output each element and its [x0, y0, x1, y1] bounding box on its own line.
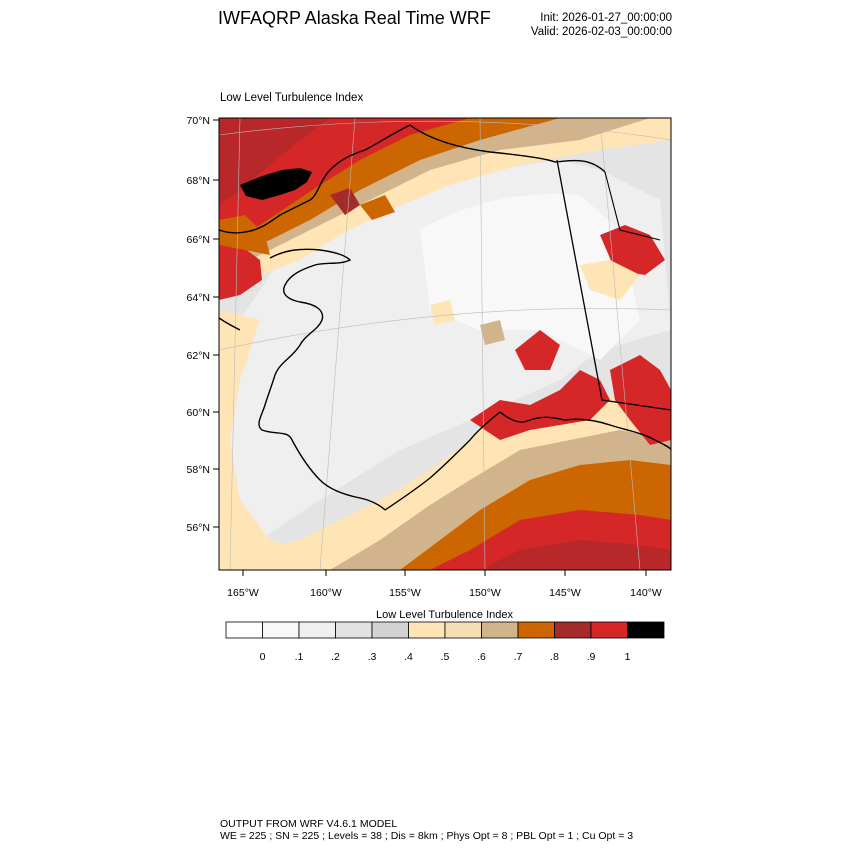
lon-label-150: 150°W	[469, 587, 501, 599]
colorbar-box	[225, 621, 263, 639]
turbulence-field	[219, 118, 671, 570]
lon-label-140: 140°W	[630, 587, 662, 599]
colorbar-labels: 0 .1 .2 .3 .4 .5 .6 .7 .8 .9 1	[260, 651, 631, 663]
lat-label-70: 70°N	[187, 115, 210, 127]
field-black-max	[240, 168, 312, 200]
colorbar-label: .3	[368, 651, 377, 663]
colorbar-box	[481, 621, 519, 639]
lat-label-68: 68°N	[187, 175, 210, 187]
panel-title: Low Level Turbulence Index	[220, 92, 364, 104]
border-line	[556, 159, 672, 411]
field-range-red-2	[515, 330, 560, 370]
lat-label-62: 62°N	[187, 350, 210, 362]
colorbar-label: 1	[625, 651, 631, 663]
graticule	[219, 118, 671, 570]
field-yukon-peach	[580, 260, 640, 300]
colorbar-label: .4	[404, 651, 413, 663]
coast-yukon	[604, 171, 661, 241]
valid-time: Valid: 2026-02-03_00:00:00	[530, 26, 672, 38]
field-west-red	[219, 240, 262, 300]
field-east-red	[610, 355, 671, 445]
colorbar-box	[262, 621, 300, 639]
lat-label-66: 66°N	[187, 234, 210, 246]
colorbar-label: .8	[550, 651, 559, 663]
map-figure: 70°N 68°N 66°N 64°N 62°N 60°N 58°N 56°N …	[187, 115, 672, 663]
colorbar-label: .9	[587, 651, 596, 663]
field-interior-lighter	[420, 193, 640, 360]
colorbar-box	[554, 621, 592, 639]
field-speckle-4	[480, 320, 505, 345]
colorbar-label: .2	[331, 651, 340, 663]
colorbar-box	[590, 621, 628, 639]
field-west-orange	[219, 215, 270, 255]
colorbar-box	[444, 621, 482, 639]
field-speckle-1	[330, 188, 360, 215]
lat-label-64: 64°N	[187, 292, 210, 304]
map-frame	[218, 117, 672, 571]
lon-label-145: 145°W	[549, 587, 581, 599]
colorbar-label: .5	[441, 651, 450, 663]
lat-label-56: 56°N	[187, 522, 210, 534]
colorbar-label: .7	[514, 651, 523, 663]
lon-axis: 165°W 160°W 155°W 150°W 145°W 140°W	[227, 570, 662, 599]
colorbar-box	[408, 621, 446, 639]
colorbar-label: .6	[477, 651, 486, 663]
lat-axis: 70°N 68°N 66°N 64°N 62°N 60°N 58°N 56°N	[187, 115, 219, 534]
colorbar-box	[517, 621, 555, 639]
coastlines	[219, 124, 671, 511]
field-gulf-darkred	[480, 540, 671, 570]
footer-settings-line: WE = 225 ; SN = 225 ; Levels = 38 ; Dis …	[220, 830, 634, 842]
colorbar-box	[371, 621, 409, 639]
colorbar-title: Low Level Turbulence Index	[376, 609, 513, 621]
lon-label-160: 160°W	[310, 587, 342, 599]
footer-model-line: OUTPUT FROM WRF V4.6.1 MODEL	[220, 818, 398, 830]
colorbar-box	[335, 621, 373, 639]
colorbar	[225, 621, 665, 639]
field-range-red	[470, 370, 610, 440]
lon-label-155: 155°W	[389, 587, 421, 599]
lat-label-58: 58°N	[187, 464, 210, 476]
main-title: IWFAQRP Alaska Real Time WRF	[218, 8, 491, 28]
lat-label-60: 60°N	[187, 407, 210, 419]
colorbar-box	[627, 621, 665, 639]
field-sw-orange	[219, 310, 360, 570]
colorbar-label: 0	[260, 651, 266, 663]
init-time: Init: 2026-01-27_00:00:00	[540, 12, 672, 24]
field-speckle-2	[360, 195, 395, 220]
field-speckle-3	[430, 300, 455, 325]
lon-label-165: 165°W	[227, 587, 259, 599]
colorbar-box	[298, 621, 336, 639]
colorbar-label: .1	[295, 651, 304, 663]
